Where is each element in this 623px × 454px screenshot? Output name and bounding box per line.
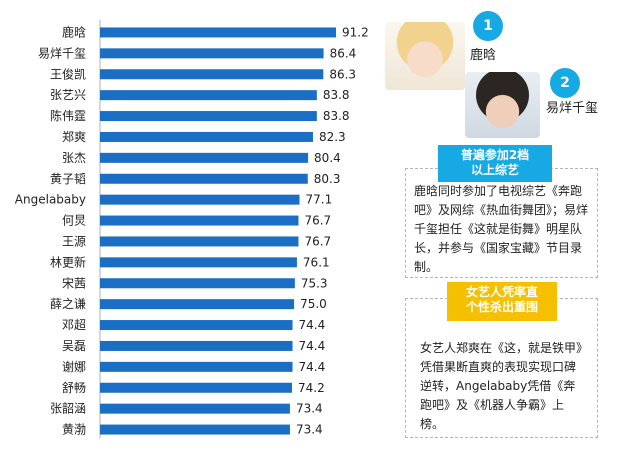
rank2-badge: 2 xyxy=(550,68,580,98)
category-label: 张艺兴 xyxy=(50,88,86,102)
value-label: 75.0 xyxy=(300,297,327,311)
bar xyxy=(100,152,309,163)
value-label: 77.1 xyxy=(306,193,333,207)
rank1-name: 鹿晗 xyxy=(470,48,497,63)
bar xyxy=(100,278,295,289)
bar xyxy=(100,361,293,372)
bar xyxy=(100,131,313,142)
value-label: 80.3 xyxy=(314,172,341,186)
category-label: 黄子韬 xyxy=(50,172,86,186)
category-label: 张杰 xyxy=(62,151,86,165)
female-artist-tag: 女艺人凭率直 个性杀出重围 xyxy=(447,282,557,321)
variety-show-tag-line2: 以上综艺 xyxy=(470,163,519,177)
bar xyxy=(100,424,290,435)
bar xyxy=(100,215,299,226)
bar xyxy=(100,382,293,393)
value-label: 74.4 xyxy=(299,318,326,332)
value-label: 75.3 xyxy=(301,276,328,290)
value-label: 86.3 xyxy=(329,67,356,81)
bar xyxy=(100,340,293,351)
ranking-bar-chart: 鹿晗 91.2 易烊千玺 86.4 王俊凯 86.3 张艺兴 83.8 陈伟霆 83.8 郑爽 82.… xyxy=(15,20,369,438)
category-label: 何炅 xyxy=(62,214,86,228)
category-label: 谢娜 xyxy=(62,359,86,374)
bar xyxy=(100,111,317,122)
category-label: Angelababy xyxy=(15,193,86,207)
value-label: 74.2 xyxy=(298,381,325,395)
category-label: 吴磊 xyxy=(62,339,86,353)
value-label: 83.8 xyxy=(323,88,350,102)
female-artist-tag-line1: 女艺人凭率直 xyxy=(465,285,538,299)
value-label: 76.7 xyxy=(304,234,331,248)
value-label: 82.3 xyxy=(319,130,346,144)
category-label: 薛之谦 xyxy=(50,297,86,311)
value-label: 73.4 xyxy=(296,423,323,437)
category-label: 王源 xyxy=(62,234,86,248)
bar xyxy=(100,173,308,184)
rank2-name: 易烊千玺 xyxy=(546,101,599,116)
bar xyxy=(100,194,300,205)
category-label: 郑爽 xyxy=(62,129,86,144)
variety-show-note: 鹿晗同时参加了电视综艺《奔跑吧》及网综《热血街舞团》；易烊千玺担任《这就是街舞》… xyxy=(405,168,598,278)
rank1-photo xyxy=(385,22,465,90)
category-label: 林更新 xyxy=(50,254,86,269)
bar xyxy=(100,320,293,331)
bar xyxy=(100,257,297,268)
value-label: 80.4 xyxy=(314,151,341,165)
category-label: 邓超 xyxy=(62,317,86,332)
category-label: 宋茜 xyxy=(62,275,86,290)
value-label: 91.2 xyxy=(342,25,369,39)
bar xyxy=(100,90,317,101)
bar xyxy=(100,48,324,59)
bar xyxy=(100,236,299,247)
category-label: 陈伟霆 xyxy=(50,108,86,123)
category-label: 王俊凯 xyxy=(50,66,86,81)
value-label: 73.4 xyxy=(296,402,323,416)
female-artist-note: 女艺人郑爽在《这，就是铁甲》凭借果断直爽的表现实现口碑逆转，Angelababy… xyxy=(405,298,598,438)
value-label: 74.4 xyxy=(299,339,326,353)
value-label: 86.4 xyxy=(330,46,357,60)
variety-show-tag-line1: 普遍参加2档 xyxy=(460,148,530,162)
bar xyxy=(100,69,324,80)
bar xyxy=(100,403,290,414)
category-label: 舒畅 xyxy=(62,381,86,395)
bar xyxy=(100,299,295,310)
value-label: 76.1 xyxy=(303,255,330,269)
variety-show-tag: 普遍参加2档 以上综艺 xyxy=(438,145,552,182)
bar xyxy=(100,27,336,38)
female-artist-tag-line2: 个性杀出重围 xyxy=(465,300,538,314)
rank1-badge: 1 xyxy=(473,11,503,41)
category-label: 张韶涵 xyxy=(50,401,86,416)
rank2-photo xyxy=(465,72,540,138)
value-label: 74.4 xyxy=(299,360,326,374)
category-label: 鹿晗 xyxy=(62,24,86,39)
value-label: 76.7 xyxy=(304,214,331,228)
value-label: 83.8 xyxy=(323,109,350,123)
category-label: 黄渤 xyxy=(62,423,86,437)
category-label: 易烊千玺 xyxy=(38,46,86,60)
